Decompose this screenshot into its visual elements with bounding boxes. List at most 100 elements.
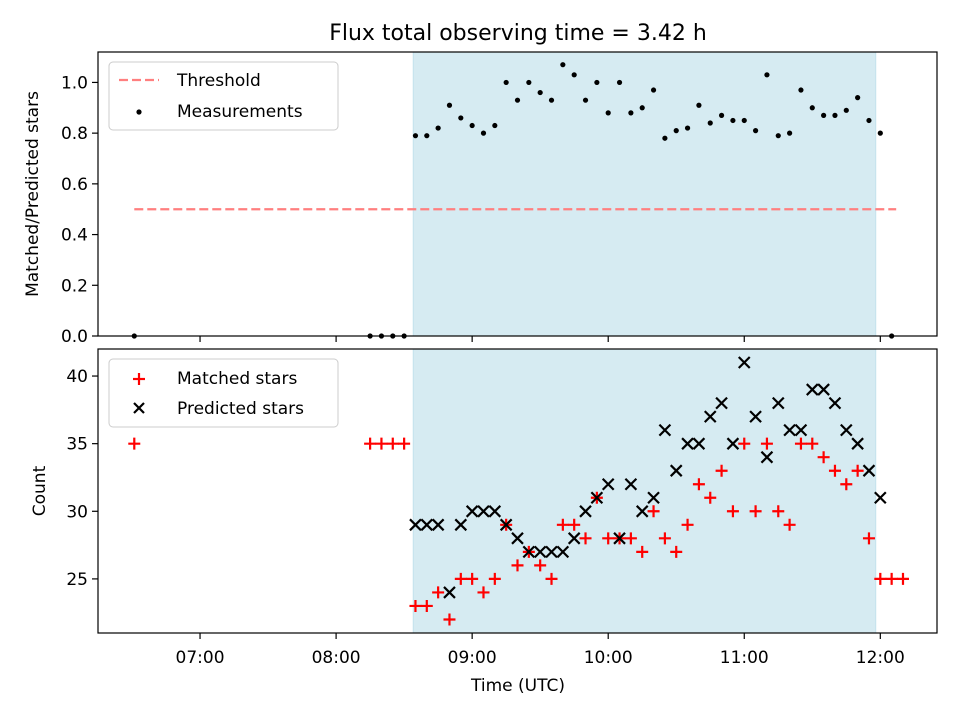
matched-star-point <box>817 451 830 464</box>
matched-star-point <box>466 572 479 585</box>
chart-title: Flux total observing time = 3.42 h <box>329 21 707 46</box>
legend-predicted-swatch <box>133 402 145 414</box>
measurement-point <box>684 125 691 131</box>
matched-star-point <box>477 586 490 599</box>
predicted-star-point <box>522 545 536 559</box>
measurement-point <box>514 97 521 103</box>
predicted-star-point <box>443 586 456 599</box>
matched-star-point <box>579 532 592 545</box>
matched-star-point <box>783 518 796 531</box>
matched-star-point <box>568 518 581 531</box>
measurement-point <box>582 97 589 103</box>
matched-star-point <box>715 464 728 477</box>
matched-star-point <box>749 505 762 518</box>
predicted-star-point <box>862 464 876 477</box>
measurement-points <box>131 62 895 339</box>
measurement-point <box>628 110 634 116</box>
measurement-point <box>537 89 543 96</box>
measurement-point <box>787 130 793 136</box>
matched-star-point <box>443 613 456 626</box>
measurement-point <box>424 133 430 139</box>
predicted-star-point <box>715 396 728 410</box>
measurement-point <box>571 72 577 78</box>
measurement-point <box>526 79 532 86</box>
predicted-star-point <box>477 505 490 518</box>
measurement-point <box>605 110 611 116</box>
x-tick-label: 12:00 <box>856 648 905 668</box>
x-tick-label: 07:00 <box>176 648 225 668</box>
predicted-star-point <box>624 477 638 491</box>
measurement-point <box>855 95 861 101</box>
matched-star-point <box>896 572 909 585</box>
measurement-point <box>843 107 849 113</box>
top-y-ticks: 0.0 0.2 0.4 0.6 0.8 1.0 <box>61 73 98 347</box>
y-tick-label: 0.4 <box>61 226 88 246</box>
bottom-shaded-interval <box>412 348 877 634</box>
predicted-star-point <box>669 464 683 477</box>
top-x-ticks <box>199 336 881 342</box>
predicted-star-point <box>851 437 864 450</box>
predicted-star-point <box>817 383 830 396</box>
measurement-point <box>775 133 781 139</box>
matched-star-point <box>488 572 501 585</box>
matched-star-point <box>364 437 377 450</box>
measurement-point <box>821 112 827 118</box>
measurement-point <box>560 62 566 68</box>
y-tick-label: 0.6 <box>61 175 88 195</box>
legend-threshold-label: Threshold <box>176 71 261 91</box>
matched-star-point <box>658 532 671 545</box>
predicted-star-point <box>749 410 762 423</box>
y-tick-label: 30 <box>66 502 88 522</box>
matched-star-point <box>432 586 445 599</box>
measurement-point <box>492 122 498 129</box>
bottom-y-ticks: 25 30 35 40 <box>66 367 98 590</box>
matched-star-point <box>851 464 864 477</box>
top-panel: 0.0 0.2 0.4 0.6 0.8 1.0 Matched/Predicted sta… <box>23 51 938 347</box>
predicted-star-point <box>874 491 887 505</box>
matched-star-point <box>420 599 433 612</box>
y-tick-label: 0.8 <box>61 124 88 144</box>
matched-star-point <box>681 518 694 531</box>
predicted-star-point <box>828 396 842 410</box>
measurement-point <box>594 79 600 86</box>
measurement-point <box>809 105 815 111</box>
legend-measurements-swatch <box>136 109 142 115</box>
measurement-point <box>412 133 419 139</box>
x-tick-label: 08:00 <box>312 648 361 668</box>
measurement-point <box>639 105 645 111</box>
predicted-star-point <box>409 518 422 532</box>
top-legend-box <box>108 61 339 131</box>
matched-star-point <box>760 437 773 450</box>
matched-star-point <box>409 599 422 612</box>
predicted-star-point <box>737 356 751 369</box>
predicted-star-point <box>794 423 808 437</box>
predicted-star-point <box>545 545 558 559</box>
measurement-point <box>752 128 759 134</box>
matched-star-point <box>772 505 785 518</box>
measurement-point <box>764 72 770 78</box>
predicted-star-point <box>556 545 570 559</box>
matched-star-point <box>545 572 558 585</box>
measurement-point <box>616 79 623 86</box>
measurement-point <box>435 125 441 131</box>
matched-star-point <box>828 464 841 477</box>
matched-star-point <box>670 545 683 558</box>
matched-star-point <box>386 437 399 450</box>
predicted-star-point <box>454 518 468 532</box>
predicted-star-point <box>601 477 615 491</box>
predicted-star-point <box>840 423 853 437</box>
matched-star-point <box>692 478 705 491</box>
matched-star-point <box>806 437 819 450</box>
predicted-star-point <box>635 505 649 518</box>
measurement-point <box>718 112 725 118</box>
bottom-y-axis-label: Count <box>30 465 50 516</box>
measurement-point <box>480 130 487 136</box>
predicted-star-point <box>806 383 819 396</box>
matched-star-point <box>128 437 141 450</box>
legend-matched-label: Matched stars <box>177 369 297 389</box>
predicted-star-point <box>613 532 626 545</box>
measurement-point <box>469 122 475 129</box>
x-tick-label: 09:00 <box>448 648 497 668</box>
x-tick-label: 10:00 <box>584 648 633 668</box>
